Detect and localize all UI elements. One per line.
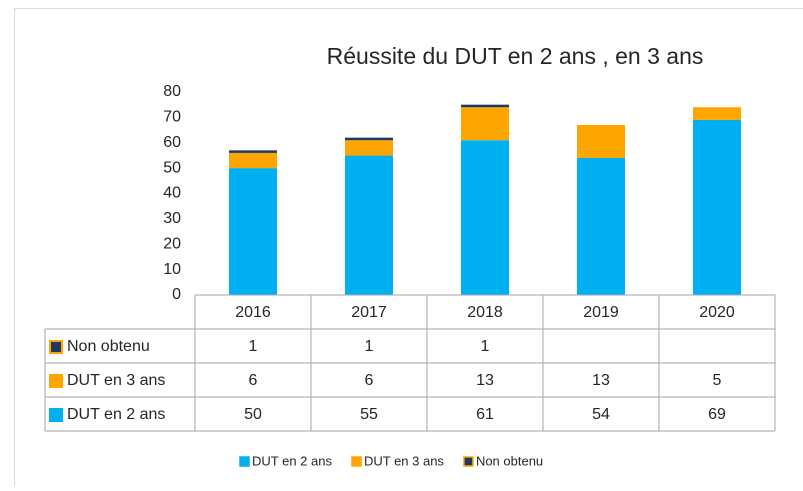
table-cell: 6	[249, 372, 258, 389]
table-cell: 1	[365, 338, 374, 355]
table-cell: 55	[360, 406, 378, 423]
legend-label: DUT en 3 ans	[364, 453, 444, 468]
table-legend-key	[50, 375, 62, 387]
bar-segment	[345, 140, 393, 155]
bar-segment	[693, 107, 741, 120]
legend-label: Non obtenu	[476, 453, 543, 468]
bar-segment	[577, 158, 625, 295]
bar-segment	[345, 138, 393, 141]
x-tick-label: 2019	[583, 304, 619, 321]
y-tick-label: 20	[163, 235, 181, 252]
bar-segment	[461, 105, 509, 108]
table-cell: 54	[592, 406, 610, 423]
x-tick-label: 2016	[235, 304, 271, 321]
table-legend-key	[50, 409, 62, 421]
legend-key	[240, 457, 249, 466]
table-cell: 50	[244, 406, 262, 423]
bar-segment	[229, 150, 277, 153]
y-tick-label: 40	[163, 185, 181, 202]
x-tick-label: 2020	[699, 304, 735, 321]
y-tick-label: 30	[163, 210, 181, 227]
table-cell: 69	[708, 406, 726, 423]
y-tick-label: 10	[163, 261, 181, 278]
table-row-label: DUT en 2 ans	[67, 406, 165, 423]
table-cell: 13	[476, 372, 494, 389]
table-row-label: Non obtenu	[67, 338, 150, 355]
legend-key	[352, 457, 361, 466]
table-cell: 61	[476, 406, 494, 423]
bar-segment	[229, 153, 277, 168]
chart-title: Réussite du DUT en 2 ans , en 3 ans	[327, 43, 704, 69]
bar-segment	[577, 125, 625, 158]
table-cell: 1	[481, 338, 490, 355]
table-cell: 1	[249, 338, 258, 355]
table-row-label: DUT en 3 ans	[67, 372, 165, 389]
y-tick-label: 80	[163, 83, 181, 100]
y-tick-label: 50	[163, 159, 181, 176]
table-cell: 5	[713, 372, 722, 389]
bar-segment	[693, 120, 741, 295]
bar-segment	[345, 155, 393, 295]
table-cell: 6	[365, 372, 374, 389]
legend-key	[464, 457, 473, 466]
legend-label: DUT en 2 ans	[252, 453, 332, 468]
x-tick-label: 2017	[351, 304, 387, 321]
y-tick-label: 70	[163, 109, 181, 126]
y-tick-label: 0	[172, 286, 181, 303]
bar-segment	[461, 140, 509, 295]
bar-segment	[229, 168, 277, 295]
bar-segment	[461, 107, 509, 140]
y-tick-label: 60	[163, 134, 181, 151]
table-legend-key	[50, 341, 62, 353]
table-cell: 13	[592, 372, 610, 389]
x-tick-label: 2018	[467, 304, 503, 321]
